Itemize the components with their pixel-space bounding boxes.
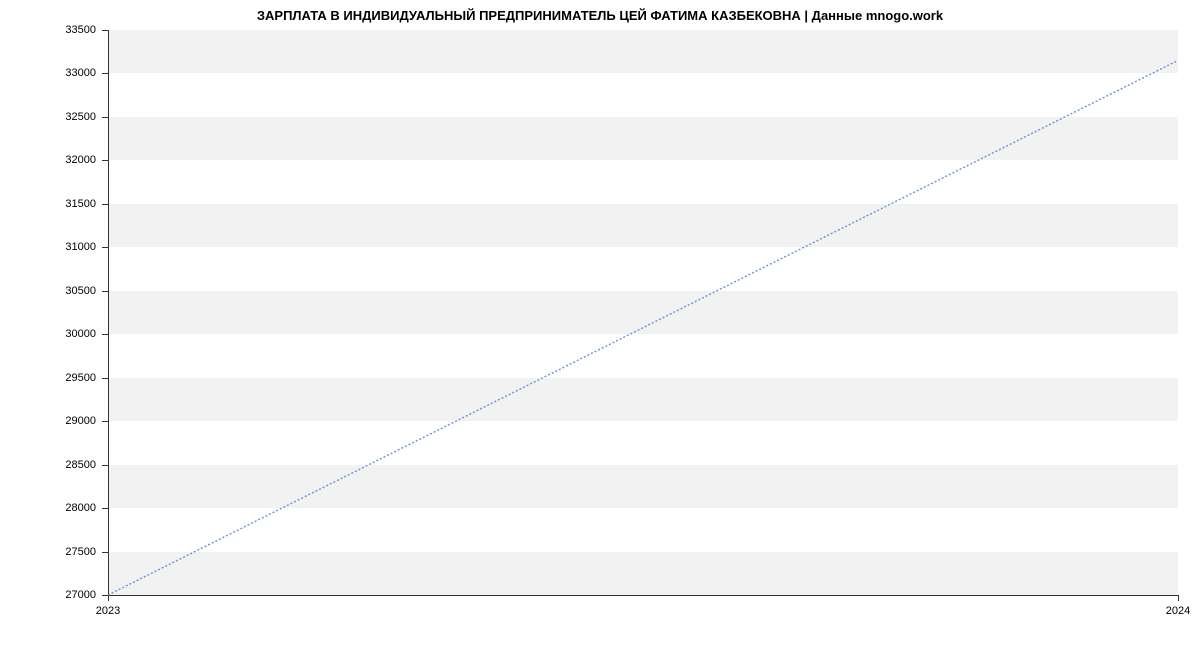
y-tick-label: 31000 — [52, 241, 96, 253]
y-tick-label: 30000 — [52, 328, 96, 340]
plot-area — [108, 30, 1178, 595]
chart-title: ЗАРПЛАТА В ИНДИВИДУАЛЬНЫЙ ПРЕДПРИНИМАТЕЛ… — [0, 8, 1200, 23]
y-tick-label: 29500 — [52, 372, 96, 384]
x-tick — [1178, 595, 1179, 601]
x-tick — [108, 595, 109, 601]
y-tick-label: 28000 — [52, 502, 96, 514]
y-tick-label: 31500 — [52, 198, 96, 210]
y-tick-label: 29000 — [52, 415, 96, 427]
salary-line-chart: ЗАРПЛАТА В ИНДИВИДУАЛЬНЫЙ ПРЕДПРИНИМАТЕЛ… — [0, 0, 1200, 650]
y-tick-label: 33500 — [52, 24, 96, 36]
y-tick-label: 27000 — [52, 589, 96, 601]
y-tick-label: 33000 — [52, 67, 96, 79]
y-tick-label: 32500 — [52, 111, 96, 123]
x-tick-label: 2024 — [1166, 605, 1190, 617]
y-tick-label: 27500 — [52, 546, 96, 558]
y-tick-label: 32000 — [52, 154, 96, 166]
x-tick-label: 2023 — [96, 605, 120, 617]
x-axis-line — [108, 595, 1178, 596]
chart-line-layer — [108, 30, 1178, 595]
series-line-salary — [108, 60, 1178, 595]
y-tick-label: 30500 — [52, 285, 96, 297]
y-tick-label: 28500 — [52, 459, 96, 471]
